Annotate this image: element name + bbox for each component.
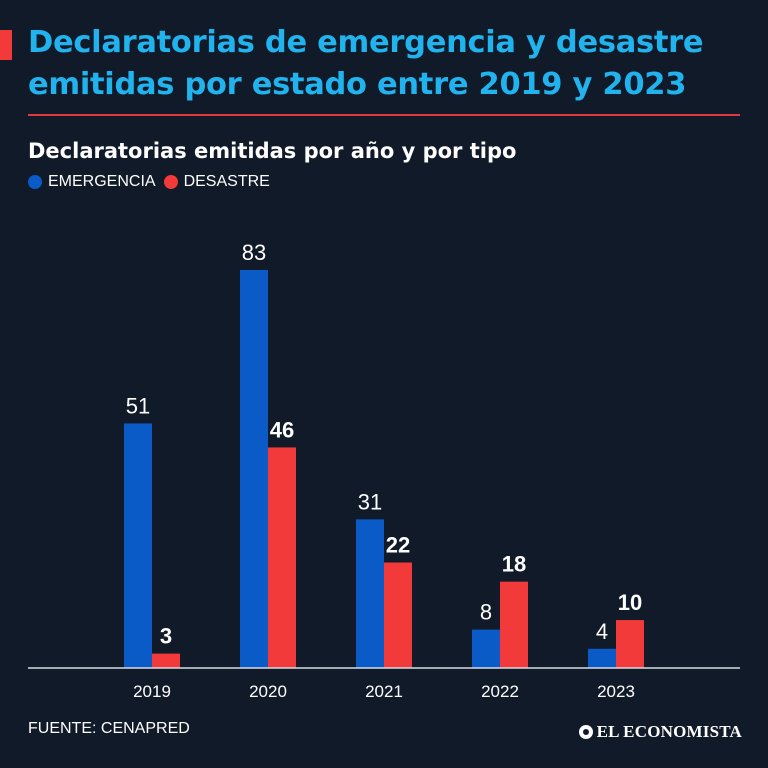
brand-name: EL ECONOMISTA — [596, 722, 742, 741]
bar-emergencia-2021 — [356, 519, 384, 668]
legend-label-emergencia: EMERGENCIA — [48, 173, 156, 190]
headline-rule — [28, 114, 740, 116]
bar-emergencia-2020 — [240, 270, 268, 668]
x-tick-label-2023: 2023 — [597, 682, 635, 701]
data-label-emergencia-2023: 4 — [596, 619, 608, 644]
data-label-emergencia-2021: 31 — [358, 489, 382, 514]
data-label-emergencia-2020: 83 — [242, 240, 266, 265]
data-label-emergencia-2022: 8 — [480, 600, 492, 625]
legend-dot-desastre — [163, 175, 178, 189]
headline: Declaratorias de emergencia y desastre e… — [28, 25, 704, 102]
bar-emergencia-2019 — [124, 423, 152, 668]
bar-desastre-2020 — [268, 447, 296, 668]
data-label-desastre-2019: 3 — [160, 624, 172, 649]
data-label-desastre-2023: 10 — [618, 590, 642, 615]
brand-mark-icon — [578, 725, 593, 739]
bar-emergencia-2023 — [588, 648, 616, 668]
x-tick-label-2020: 2020 — [249, 682, 287, 701]
legend-item-emergencia: EMERGENCIA — [28, 173, 156, 191]
data-label-desastre-2022: 18 — [502, 552, 526, 577]
data-label-desastre-2021: 22 — [386, 533, 410, 558]
bar-desastre-2019 — [152, 653, 180, 668]
legend-label-desastre: DESASTRE — [183, 173, 270, 190]
bar-emergencia-2022 — [472, 629, 500, 668]
brand-logo: EL ECONOMISTA — [578, 722, 742, 742]
x-tick-label-2019: 2019 — [133, 682, 171, 701]
x-tick-label-2021: 2021 — [365, 682, 403, 701]
data-label-desastre-2020: 46 — [270, 417, 294, 442]
x-tick-label-2022: 2022 — [481, 682, 519, 701]
source-note: FUENTE: CENAPRED — [28, 720, 190, 737]
bar-desastre-2023 — [616, 620, 644, 668]
bar-desastre-2022 — [500, 581, 528, 668]
legend-item-desastre: DESASTRE — [163, 173, 270, 191]
bar-desastre-2021 — [384, 562, 412, 668]
data-label-emergencia-2019: 51 — [126, 393, 150, 418]
chart-legend: EMERGENCIA DESASTRE — [28, 171, 278, 193]
headline-accent-bar — [0, 30, 12, 60]
legend-dot-emergencia — [28, 175, 42, 189]
chart-subtitle: Declaratorias emitidas por año y por tip… — [28, 139, 517, 163]
